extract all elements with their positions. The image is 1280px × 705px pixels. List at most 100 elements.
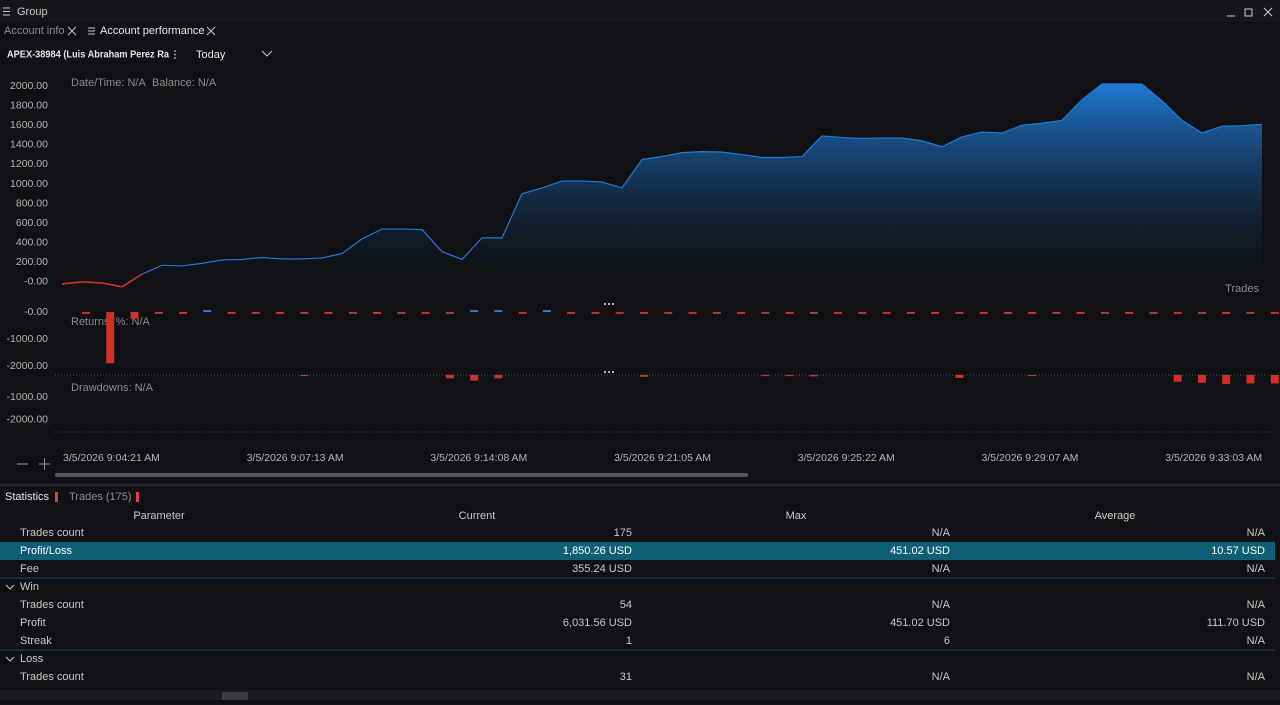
balance-area xyxy=(62,84,1262,287)
bar xyxy=(834,311,843,314)
bar xyxy=(1149,311,1158,314)
window-controls[interactable] xyxy=(1227,7,1273,17)
bar xyxy=(591,311,600,314)
bar xyxy=(1173,375,1182,382)
cell-label: Fee xyxy=(20,563,39,575)
column-header: Current xyxy=(459,510,496,522)
tab-marker xyxy=(55,492,58,502)
cell-value: 6,031.56 USD xyxy=(563,617,632,629)
info-label: Drawdowns: N/A xyxy=(71,382,154,394)
window-title: Group xyxy=(17,6,48,18)
balance-negative-segment xyxy=(101,282,123,288)
account-selector[interactable]: APEX-38984 (Luis Abraham Perez Ra xyxy=(7,50,169,61)
bar xyxy=(470,375,479,381)
account-menu[interactable] xyxy=(174,50,176,59)
cell-value: 6 xyxy=(944,635,950,647)
bar xyxy=(955,311,964,314)
bar xyxy=(1100,311,1109,314)
y-tick-label: -0.00 xyxy=(24,276,48,288)
bar xyxy=(906,311,915,314)
period-dropdown[interactable] xyxy=(261,50,273,57)
cell-value: N/A xyxy=(932,671,951,683)
group-label[interactable]: Loss xyxy=(20,653,44,665)
bar xyxy=(785,375,794,377)
bar xyxy=(1270,311,1279,314)
x-tick-label: 3/5/2026 9:21:05 AM xyxy=(614,452,711,464)
bar xyxy=(664,311,673,314)
cell-value: N/A xyxy=(932,563,951,575)
cell-value: N/A xyxy=(1247,599,1266,611)
bar xyxy=(1246,375,1255,384)
bar xyxy=(470,310,479,312)
bar xyxy=(300,375,309,377)
column-header: Average xyxy=(1095,510,1136,522)
tab-close[interactable] xyxy=(206,26,216,36)
y-tick-label: -2000.00 xyxy=(7,360,49,372)
cell-value: N/A xyxy=(1247,563,1266,575)
group-label[interactable]: Win xyxy=(20,581,39,593)
tab-menu-icon[interactable] xyxy=(88,27,95,35)
bar xyxy=(348,311,357,314)
zoom-controls[interactable] xyxy=(17,458,50,470)
panel-handle[interactable] xyxy=(604,371,614,373)
cell-value: 10.57 USD xyxy=(1211,545,1265,557)
bar xyxy=(251,311,260,314)
bar xyxy=(1003,311,1012,314)
row-highlight[interactable] xyxy=(0,542,1275,560)
bar xyxy=(373,311,382,314)
bar xyxy=(203,310,212,312)
x-tick-label: 3/5/2026 9:25:22 AM xyxy=(798,452,895,464)
scrollbar[interactable] xyxy=(222,692,248,700)
bar xyxy=(882,311,891,314)
menu-icon[interactable] xyxy=(3,7,10,16)
tab[interactable]: Account performance xyxy=(100,25,205,37)
bar xyxy=(494,310,503,312)
x-tick-label: 3/5/2026 9:29:07 AM xyxy=(982,452,1079,464)
balance-negative-segment xyxy=(121,273,143,288)
column-header: Parameter xyxy=(133,510,185,522)
stats-tab[interactable]: Trades (175) xyxy=(69,491,132,503)
group-chevron[interactable] xyxy=(5,656,15,662)
bar xyxy=(737,311,746,314)
period-selector[interactable]: Today xyxy=(196,49,226,61)
y-tick-label: -2000.00 xyxy=(7,414,49,426)
bar xyxy=(1197,375,1206,383)
y-tick-label: 1200.00 xyxy=(10,158,48,170)
cell-value: N/A xyxy=(932,527,951,539)
bar xyxy=(445,375,454,379)
cell-label: Trades count xyxy=(20,527,84,539)
bar xyxy=(445,311,454,314)
bar xyxy=(1028,311,1037,314)
bar xyxy=(761,311,770,314)
cell-value: 1 xyxy=(626,635,632,647)
balance-negative-segment xyxy=(61,281,83,285)
cell-label: Profit/Loss xyxy=(20,545,72,557)
y-tick-label: 200.00 xyxy=(16,256,48,268)
bar xyxy=(300,311,309,314)
bar xyxy=(154,311,163,314)
tab-close[interactable] xyxy=(67,26,77,36)
group-chevron[interactable] xyxy=(5,584,15,590)
cell-value: 54 xyxy=(620,599,632,611)
cell-label: Profit xyxy=(20,617,46,629)
tab[interactable]: Account info xyxy=(4,25,65,37)
y-tick-label: -0.00 xyxy=(24,306,48,318)
panel-handle[interactable] xyxy=(604,303,614,305)
y-tick-label: 1400.00 xyxy=(10,139,48,151)
y-tick-label: 600.00 xyxy=(16,217,48,229)
cell-label: Streak xyxy=(20,635,52,647)
balance-line xyxy=(61,83,1263,288)
bar xyxy=(227,311,236,314)
scrollbar[interactable] xyxy=(55,473,748,477)
y-tick-label: -1000.00 xyxy=(7,333,49,345)
bar xyxy=(858,311,867,314)
bar xyxy=(518,311,527,314)
bar xyxy=(1246,311,1255,314)
stats-tab[interactable]: Statistics xyxy=(5,491,50,503)
bar xyxy=(82,311,90,314)
bar xyxy=(639,375,648,377)
tab-marker xyxy=(136,492,139,502)
column-header: Max xyxy=(786,510,807,522)
bar xyxy=(1270,375,1279,384)
